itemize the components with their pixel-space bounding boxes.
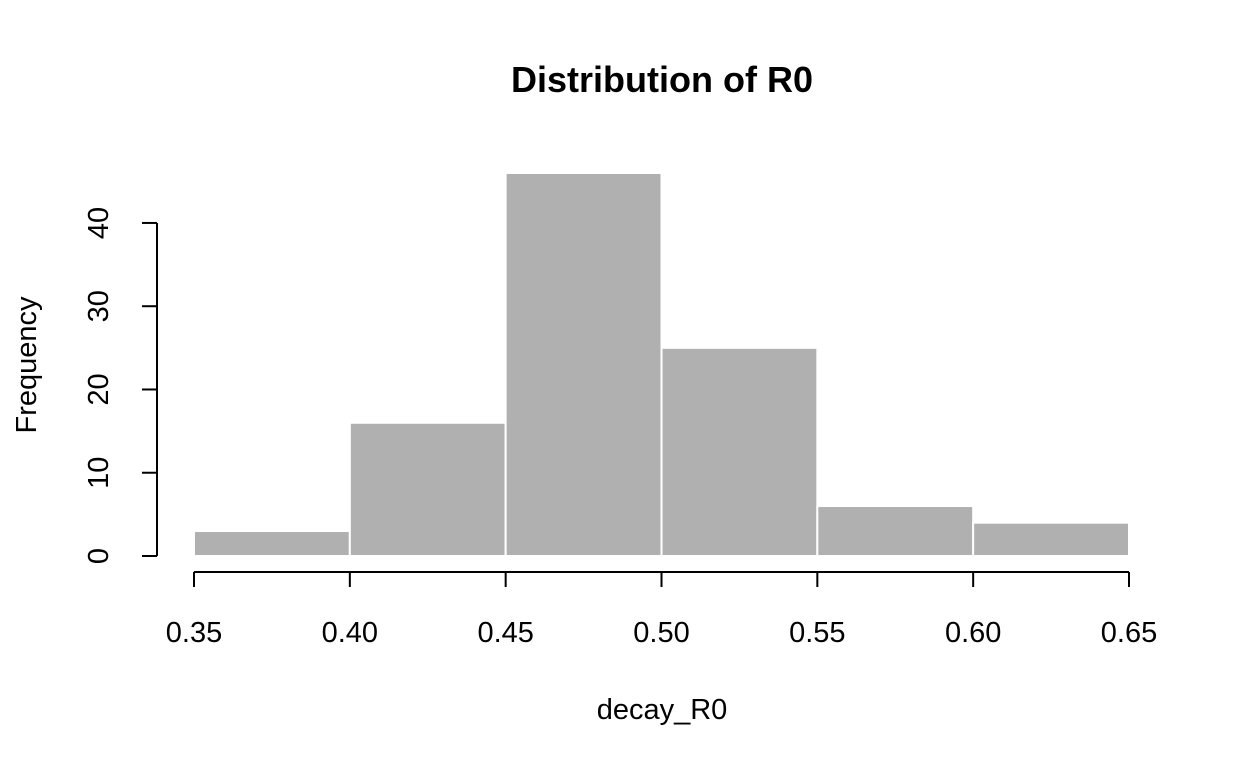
x-axis-label: decay_R0 [597,694,728,726]
x-tick-label-6: 0.65 [1101,617,1157,649]
bars-layer [193,172,1131,558]
x-tick-label-1: 0.40 [322,617,378,649]
histogram-bar-3 [660,346,819,558]
y-axis: 0 10 20 30 40 [83,207,158,564]
y-tick-label-2: 20 [83,373,115,405]
chart-title: Distribution of R0 [511,59,813,100]
y-tick-label-1: 10 [83,457,115,489]
x-axis: 0.35 0.40 0.45 0.50 0.55 0.60 0.65 [166,571,1157,649]
y-tick-label-4: 40 [83,207,115,239]
x-tick-label-0: 0.35 [166,617,222,649]
histogram-bar-4 [816,505,975,558]
histogram-bar-2 [504,172,663,557]
x-tick-label-5: 0.60 [945,617,1001,649]
x-tick-label-2: 0.45 [477,617,533,649]
y-tick-label-3: 30 [83,290,115,322]
histogram-bar-1 [348,421,507,558]
x-tick-label-4: 0.55 [789,617,845,649]
histogram-bar-5 [972,521,1131,558]
y-axis-label: Frequency [11,296,43,434]
x-tick-label-3: 0.50 [633,617,689,649]
histogram-bar-0 [193,530,351,557]
y-tick-label-0: 0 [83,548,115,564]
